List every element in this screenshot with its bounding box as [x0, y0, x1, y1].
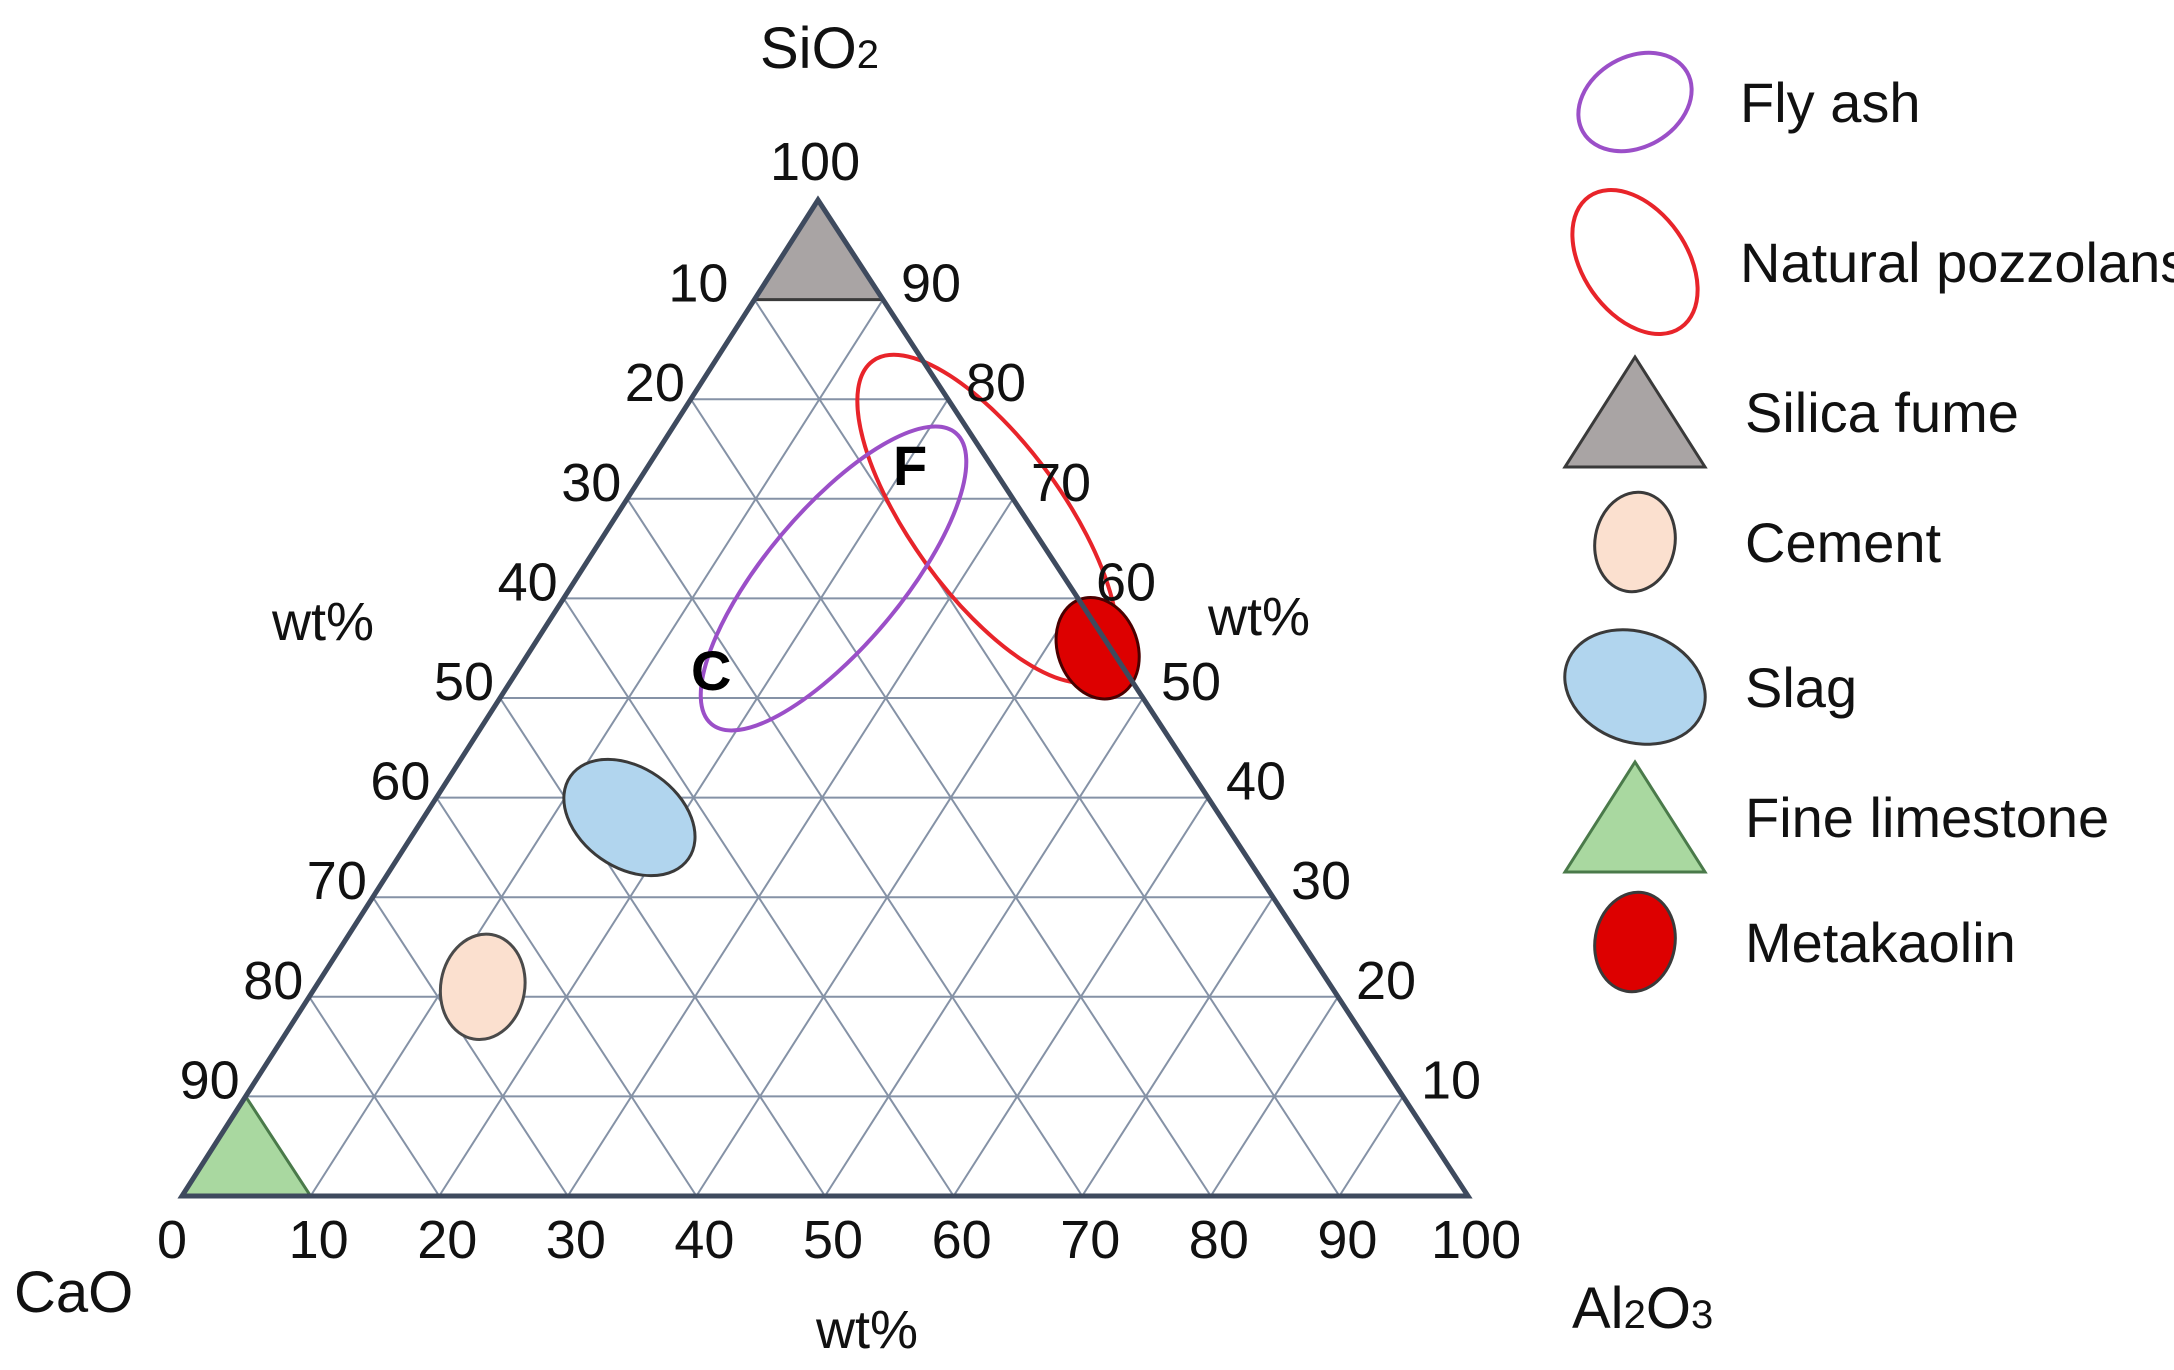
cement-region: [438, 932, 527, 1042]
grid-line-al2o3: [1081, 896, 1274, 1197]
legend-label: Metakaolin: [1745, 911, 2016, 974]
tick-label-right: 60: [1096, 552, 1156, 612]
tick-label-right: 40: [1226, 752, 1286, 812]
tick-label-right: 10: [1421, 1050, 1481, 1110]
grid-line-al2o3: [1209, 996, 1339, 1197]
axis-title-sio2: SiO2: [760, 16, 879, 81]
tick-label-right: 80: [966, 353, 1026, 413]
legend-label: Fly ash: [1740, 71, 1921, 134]
legend-label: Fine limestone: [1745, 786, 2109, 849]
axis-title-al2o3: Al2O3: [1572, 1276, 1713, 1341]
grid-line-cao: [753, 299, 1341, 1197]
unit-label-left: wt%: [271, 592, 374, 652]
tick-label-bottom: 50: [803, 1210, 863, 1270]
composition-regions: [179, 197, 1141, 1198]
legend-symbol: [1570, 187, 1700, 337]
triangle-outline: [177, 195, 1473, 1199]
legend-label: Slag: [1745, 656, 1857, 719]
grid-line-al2o3: [824, 697, 1144, 1197]
tick-label-left: 40: [498, 552, 558, 612]
legend-symbol: [1562, 759, 1708, 874]
legend-label: Cement: [1745, 511, 1942, 574]
tick-label-left: 70: [307, 851, 367, 911]
unit-label-bottom: wt%: [815, 1300, 918, 1360]
tick-label-left: 80: [243, 951, 303, 1011]
fly-ash-region: [698, 424, 969, 733]
grid-line-cao: [308, 996, 441, 1197]
grid-line-cao: [435, 797, 698, 1197]
unit-label-right: wt%: [1207, 587, 1310, 647]
tick-label-right: 50: [1161, 652, 1221, 712]
tick-label-top-100: 100: [770, 132, 860, 192]
slag-region: [562, 757, 697, 878]
legend-symbol: [1593, 890, 1677, 994]
fly-ash-class-f-label: F: [893, 434, 927, 497]
grid-line-al2o3: [566, 498, 1014, 1197]
tick-label-left: 10: [668, 254, 728, 314]
tick-label-bottom: 10: [289, 1210, 349, 1270]
legend-label: Natural pozzolans: [1740, 231, 2174, 294]
tick-label-bottom: 20: [417, 1210, 477, 1270]
tick-label-bottom: 60: [932, 1210, 992, 1270]
grid-line-cao: [499, 697, 826, 1197]
tick-label-bottom: 0: [157, 1210, 187, 1270]
legend-symbol: [1562, 354, 1708, 469]
tick-label-left: 60: [370, 752, 430, 812]
triangle-frame: [177, 195, 1473, 1199]
tick-label-left: 30: [561, 453, 621, 513]
tick-label-bottom: 70: [1060, 1210, 1120, 1270]
grid-line-al2o3: [309, 299, 884, 1197]
tick-label-bottom: 40: [674, 1210, 734, 1270]
tick-label-bottom: 100: [1431, 1210, 1521, 1270]
grid-line-al2o3: [952, 797, 1209, 1197]
tick-label-bottom: 90: [1317, 1210, 1377, 1270]
grid-line-cao: [626, 498, 1084, 1197]
legend-symbol: [1563, 628, 1707, 746]
legend-symbol: [1593, 490, 1677, 594]
tick-label-left: 20: [625, 353, 685, 413]
tick-label-left: 50: [434, 652, 494, 712]
legend-label: Silica fume: [1745, 381, 2019, 444]
tick-label-bottom: 30: [546, 1210, 606, 1270]
tick-label-right: 30: [1291, 851, 1351, 911]
tick-label-right: 90: [901, 254, 961, 314]
legend: Fly ash Natural pozzolans Silica fume Cemen…: [1562, 50, 2174, 994]
grid-lines: [244, 298, 1404, 1197]
silica-fume-region: [751, 197, 886, 302]
tick-label-right: 70: [1031, 453, 1091, 513]
grid-line-cao: [371, 896, 569, 1197]
grid-line-al2o3: [1338, 1095, 1404, 1197]
axis-title-cao: CaO: [14, 1260, 133, 1325]
fine-limestone-region: [179, 1093, 314, 1198]
legend-symbol: [1576, 50, 1694, 154]
tick-label-bottom: 80: [1189, 1210, 1249, 1270]
tick-label-left: 90: [180, 1050, 240, 1110]
fly-ash-class-c-label: C: [691, 639, 731, 702]
tick-label-right: 20: [1356, 951, 1416, 1011]
